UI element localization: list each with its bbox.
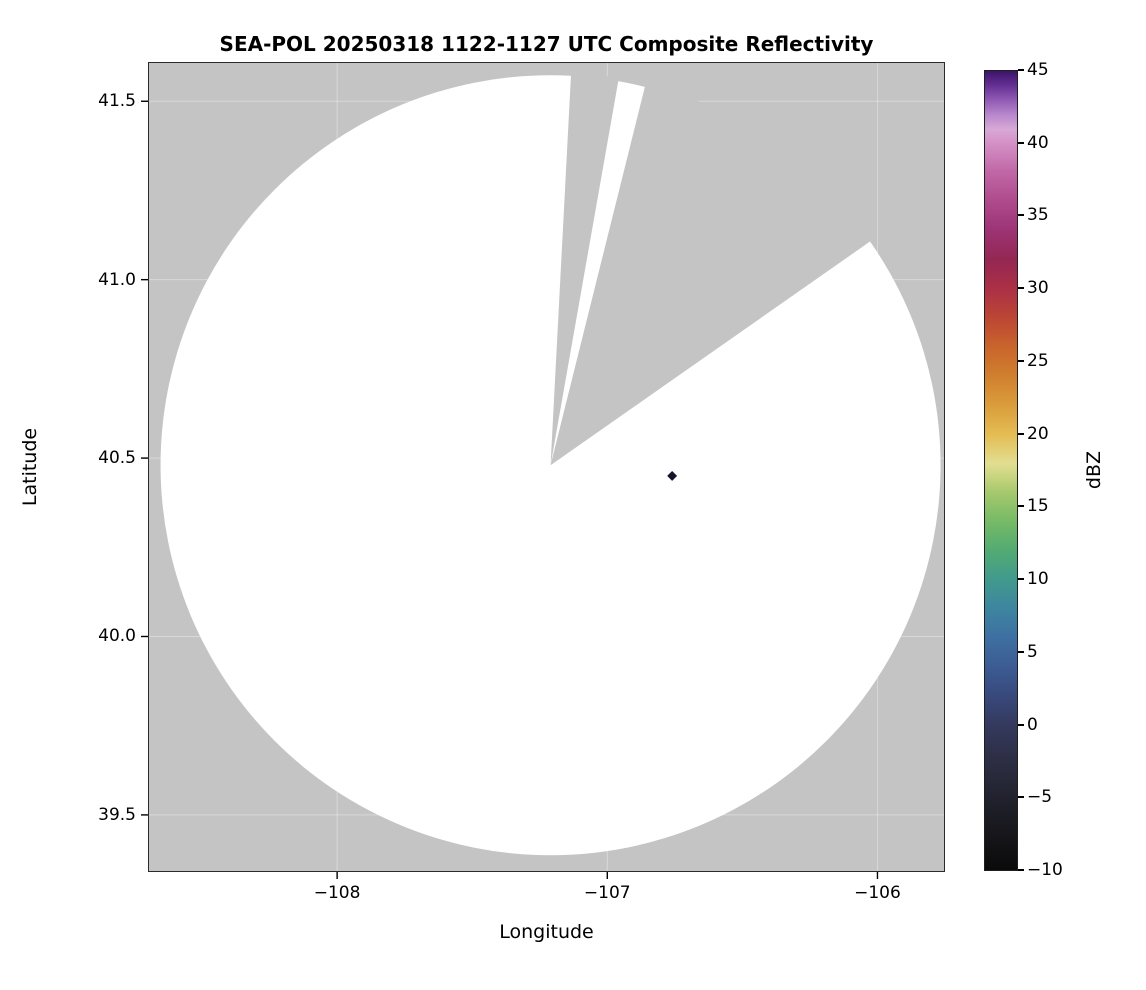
radar-map-plot bbox=[141, 62, 945, 879]
colorbar-tick-label: 35 bbox=[1027, 205, 1049, 226]
colorbar-tick-label: 15 bbox=[1027, 496, 1049, 517]
colorbar-tick-mark bbox=[1018, 69, 1024, 71]
colorbar-tick-label: 40 bbox=[1027, 132, 1049, 153]
colorbar bbox=[984, 70, 1018, 871]
y-axis-label: Latitude bbox=[19, 427, 41, 507]
colorbar-tick-mark bbox=[1018, 578, 1024, 581]
colorbar-tick-mark bbox=[1018, 432, 1024, 435]
x-tick-label: −108 bbox=[313, 883, 361, 903]
colorbar-tick-label: 20 bbox=[1027, 423, 1049, 444]
colorbar-label: dBZ bbox=[1083, 450, 1105, 490]
blocked-sector-wedge bbox=[550, 72, 619, 466]
colorbar-tick-mark bbox=[1018, 287, 1024, 290]
colorbar-tick-mark bbox=[1018, 796, 1024, 799]
colorbar-tick-label: 45 bbox=[1027, 60, 1049, 80]
colorbar-tick-mark bbox=[1018, 650, 1024, 653]
y-tick-label: 40.0 bbox=[98, 626, 136, 647]
colorbar-tick-mark bbox=[1018, 141, 1024, 144]
colorbar-tick-label: 5 bbox=[1027, 641, 1038, 662]
blocked-sector-wedge bbox=[550, 83, 873, 466]
colorbar-tick-label: 25 bbox=[1027, 350, 1049, 371]
colorbar-tick-label: 10 bbox=[1027, 569, 1049, 590]
y-tick-label: 39.5 bbox=[98, 804, 136, 825]
colorbar-tick-mark bbox=[1018, 359, 1024, 362]
colorbar-tick-label: −10 bbox=[1027, 860, 1063, 880]
colorbar-tick-label: −5 bbox=[1027, 787, 1053, 808]
colorbar-tick-label: 0 bbox=[1027, 714, 1038, 735]
chart-title: SEA-POL 20250318 1122-1127 UTC Composite… bbox=[219, 32, 874, 56]
x-tick-label: −106 bbox=[854, 883, 901, 903]
y-tick-label: 41.5 bbox=[98, 91, 136, 112]
y-tick-label: 41.0 bbox=[98, 269, 136, 290]
colorbar-tick-mark bbox=[1018, 214, 1024, 217]
x-tick-label: −107 bbox=[583, 883, 631, 903]
colorbar-tick-mark bbox=[1018, 869, 1024, 871]
colorbar-tick-label: 30 bbox=[1027, 278, 1049, 299]
reflectivity-pixel bbox=[667, 470, 678, 481]
y-tick-label: 40.5 bbox=[98, 448, 136, 469]
colorbar-tick-mark bbox=[1018, 723, 1024, 726]
x-axis-label: Longitude bbox=[499, 921, 594, 943]
colorbar-tick-mark bbox=[1018, 505, 1024, 508]
